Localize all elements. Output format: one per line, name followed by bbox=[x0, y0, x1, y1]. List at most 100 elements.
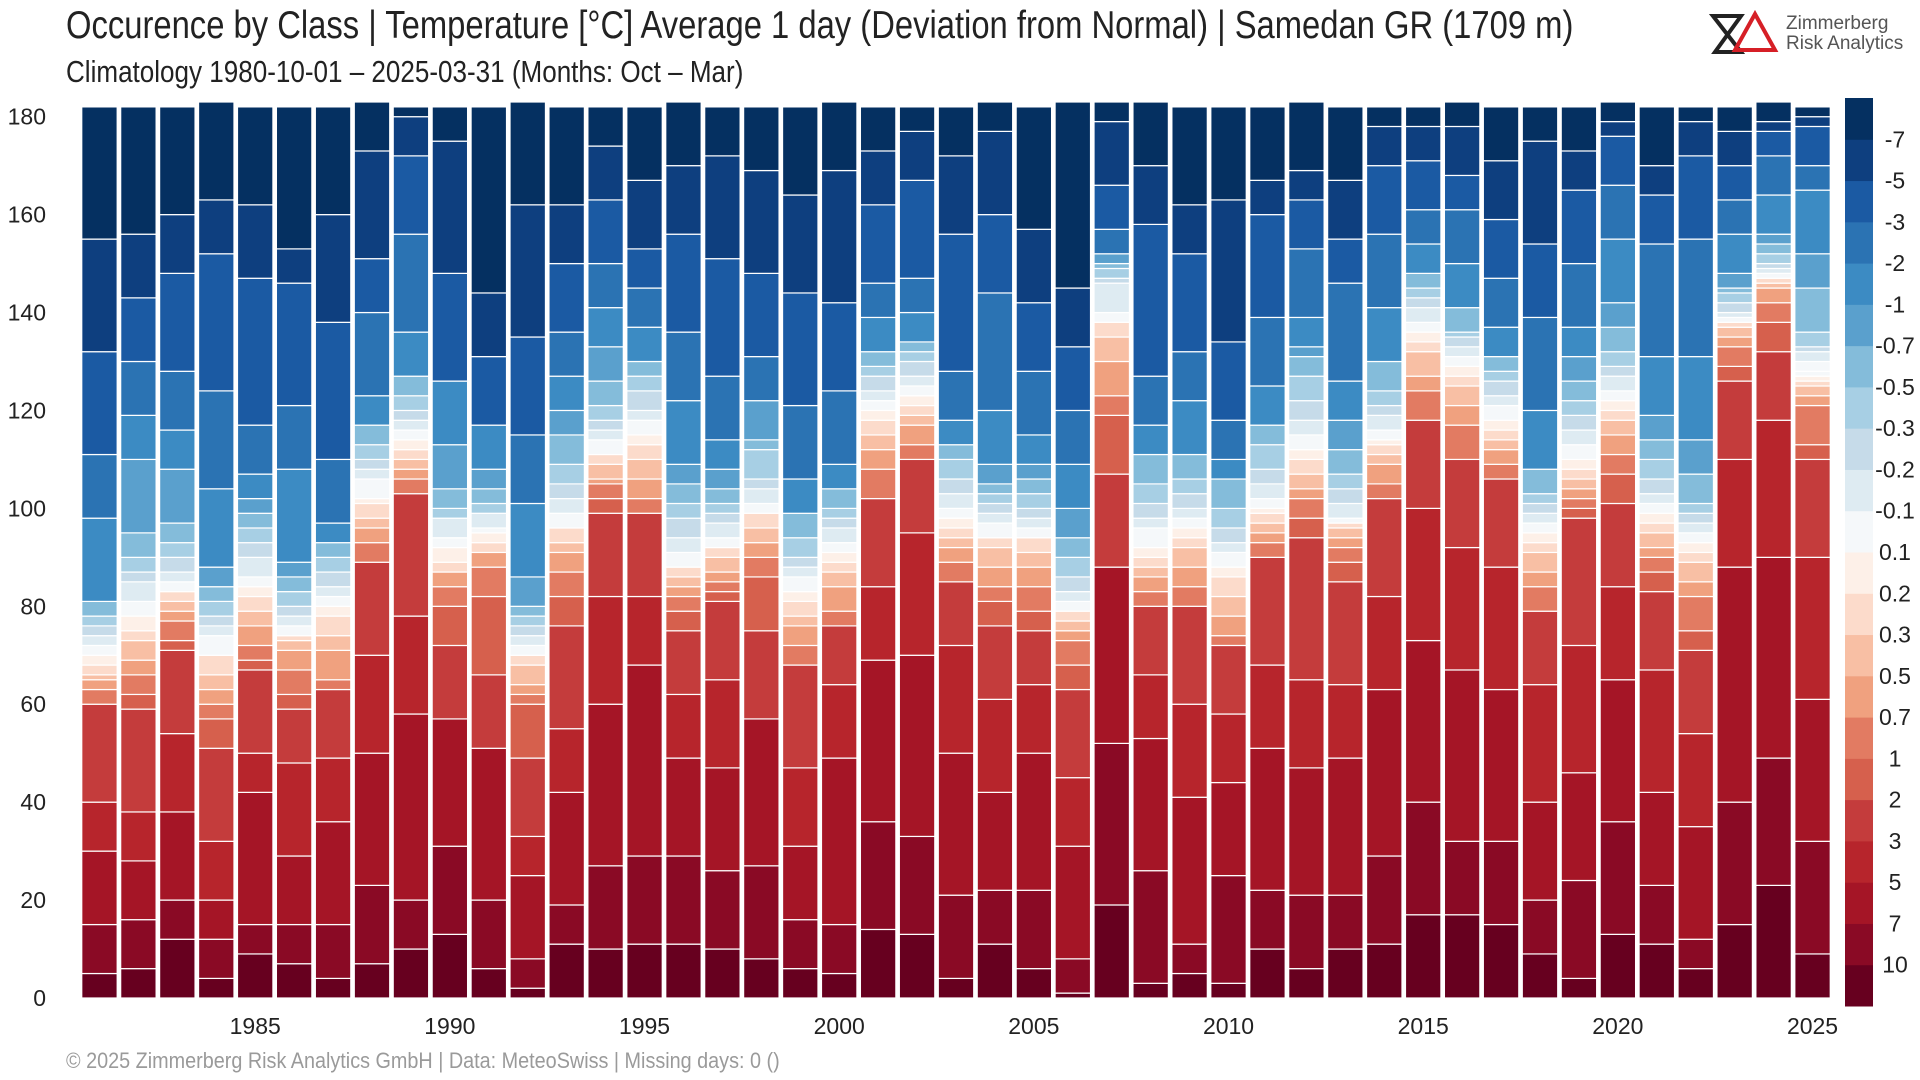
bar-segment bbox=[1794, 385, 1831, 397]
bar-segment bbox=[1288, 537, 1325, 681]
bar-segment bbox=[1132, 556, 1169, 568]
bar-segment bbox=[392, 155, 430, 235]
bar-segment bbox=[1755, 884, 1792, 999]
bar-segment bbox=[1482, 380, 1520, 397]
bar-segment bbox=[1327, 488, 1364, 505]
bar-segment bbox=[1171, 507, 1208, 519]
y-tick-label: 40 bbox=[20, 789, 46, 815]
chart-title: Occurence by Class | Temperature [°C] Av… bbox=[66, 4, 1574, 47]
bar-segment bbox=[1132, 546, 1169, 558]
y-tick-label: 60 bbox=[20, 691, 46, 717]
bar-segment bbox=[509, 874, 547, 960]
bar-segment bbox=[509, 101, 547, 206]
bar-segment bbox=[1599, 135, 1637, 186]
bar-segment bbox=[626, 943, 663, 999]
bar-segment bbox=[1755, 302, 1792, 323]
bar-segment bbox=[1365, 855, 1403, 945]
bar-segment bbox=[1132, 517, 1169, 529]
bar-segment bbox=[587, 346, 624, 382]
bar-segment bbox=[275, 468, 313, 563]
bar-segment bbox=[197, 625, 235, 637]
bar-segment bbox=[1288, 419, 1325, 436]
bar-segment bbox=[548, 791, 585, 906]
bar-segment bbox=[1132, 737, 1169, 872]
bar-segment bbox=[1755, 351, 1792, 421]
bar-segment bbox=[353, 497, 391, 505]
bar-segment bbox=[197, 615, 235, 627]
bar-segment bbox=[1288, 968, 1325, 999]
bar-segment bbox=[743, 527, 780, 544]
bar-segment bbox=[704, 948, 741, 999]
bar-segment bbox=[1327, 179, 1364, 240]
bar-segment bbox=[236, 576, 274, 588]
bar-segment bbox=[197, 199, 235, 255]
bar-segment bbox=[159, 468, 196, 524]
bar-segment bbox=[236, 625, 274, 647]
bar-segment bbox=[1521, 512, 1559, 524]
bar-segment bbox=[509, 987, 547, 999]
bar-segment bbox=[781, 404, 819, 480]
bar-segment bbox=[626, 434, 663, 446]
bar-segment bbox=[704, 488, 741, 505]
bar-segment bbox=[626, 287, 663, 328]
bar-segment bbox=[1404, 297, 1442, 309]
bar-segment bbox=[353, 101, 391, 152]
bar-segment bbox=[898, 654, 936, 838]
bar-segment bbox=[1171, 493, 1208, 509]
bar-segment bbox=[431, 380, 469, 446]
bar-segment bbox=[820, 972, 858, 999]
bar-segment bbox=[1755, 233, 1792, 245]
bar-segment bbox=[898, 106, 936, 132]
bar-segment bbox=[820, 527, 858, 544]
bar-segment bbox=[353, 424, 391, 446]
bar-segment bbox=[1755, 272, 1792, 279]
bar-segment bbox=[1132, 375, 1169, 426]
bar-segment bbox=[781, 512, 819, 539]
bar-segment bbox=[1093, 742, 1131, 906]
bar-segment bbox=[1638, 165, 1676, 196]
colorbar-label: -0.3 bbox=[1875, 415, 1915, 441]
bar-segment bbox=[704, 258, 741, 377]
bar-segment bbox=[353, 258, 391, 314]
colorbar-label: -0.1 bbox=[1875, 498, 1915, 524]
bar-segment bbox=[353, 444, 391, 461]
bar-segment bbox=[1249, 483, 1286, 500]
bar-segment bbox=[1443, 458, 1481, 549]
bar-segment bbox=[626, 444, 663, 461]
bar-segment bbox=[1015, 493, 1053, 509]
bar-segment bbox=[353, 542, 391, 563]
bar-segment bbox=[781, 292, 819, 407]
bar-segment bbox=[1482, 566, 1520, 691]
bar-segment bbox=[1716, 801, 1753, 926]
bar-segment bbox=[1677, 522, 1715, 534]
bar-segment bbox=[1521, 610, 1559, 686]
bar-segment bbox=[236, 610, 274, 627]
bar-segment bbox=[1677, 649, 1715, 735]
bar-segment bbox=[120, 233, 157, 299]
bar-segment bbox=[1638, 478, 1676, 495]
bar-segment bbox=[665, 233, 702, 333]
bar-segment bbox=[1560, 356, 1598, 382]
bar-segment bbox=[1638, 512, 1676, 524]
bar-1993 bbox=[548, 106, 585, 999]
bar-2008 bbox=[1132, 101, 1169, 999]
bar-segment bbox=[1794, 370, 1831, 377]
colorbar-label: -0.7 bbox=[1875, 333, 1915, 359]
bar-segment bbox=[275, 639, 313, 651]
colorbar-label: -2 bbox=[1885, 250, 1905, 276]
colorbar-label: 0.7 bbox=[1879, 704, 1911, 730]
bar-segment bbox=[1482, 326, 1520, 358]
bar-segment bbox=[1171, 351, 1208, 402]
bar-segment bbox=[820, 757, 858, 926]
bar-segment bbox=[1755, 262, 1792, 270]
bar-segment bbox=[159, 106, 196, 216]
bar-segment bbox=[820, 507, 858, 519]
bar-segment bbox=[509, 703, 547, 759]
bar-segment bbox=[1093, 566, 1131, 744]
bar-segment bbox=[548, 904, 585, 945]
bar-segment bbox=[1794, 380, 1831, 387]
bar-segment bbox=[353, 527, 391, 544]
bar-segment bbox=[937, 458, 975, 480]
bar-segment bbox=[626, 248, 663, 289]
bar-segment bbox=[197, 586, 235, 603]
